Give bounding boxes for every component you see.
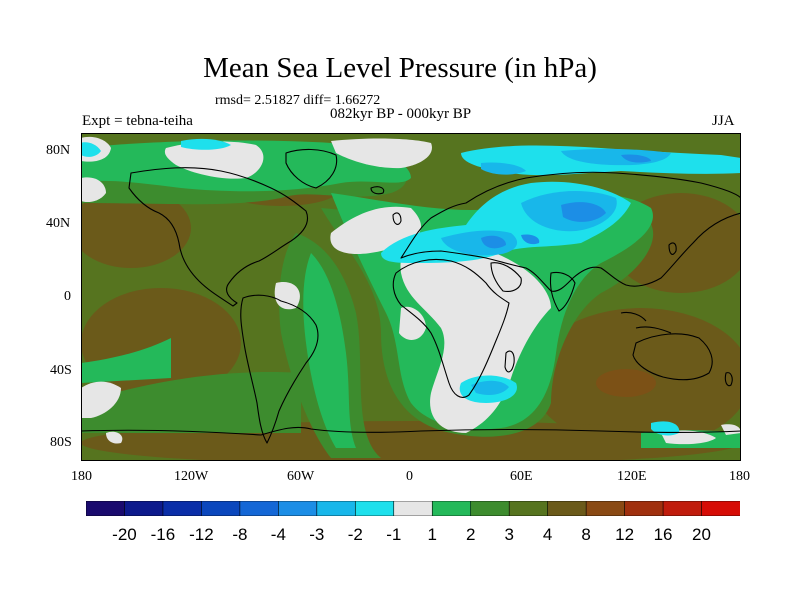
coastlines (81, 148, 741, 444)
colorbar-swatch (624, 500, 664, 517)
colorbar-label: -8 (232, 525, 248, 544)
lat-tick-40n: 40N (46, 216, 71, 231)
colorbar-swatch (239, 500, 280, 517)
map-frame (81, 133, 741, 461)
colorbar-label: 16 (653, 525, 673, 544)
colorbar-swatch (547, 500, 587, 517)
lat-tick-40s: 40S (50, 363, 72, 378)
lat-tick-0: 0 (64, 289, 71, 304)
colorbar-label: 2 (465, 525, 476, 544)
lon-tick-60e: 60E (510, 469, 533, 484)
colorbar-label: 1 (427, 525, 437, 544)
colorbar-label: 20 (692, 525, 711, 544)
colorbar-swatch (585, 500, 626, 517)
lat-tick-80s: 80S (50, 435, 72, 450)
colorbar-swatch (354, 500, 395, 517)
colorbar-label: -16 (150, 525, 176, 544)
colorbar-swatch (201, 500, 241, 517)
colorbar-label: -1 (386, 525, 402, 544)
lon-tick-120w: 120W (174, 469, 209, 484)
colorbar-label: 12 (615, 525, 635, 544)
colorbar-swatch (431, 500, 472, 517)
lon-tick-60w: 60W (287, 469, 315, 484)
colorbar-swatches (85, 500, 741, 517)
season-label: JJA (712, 113, 735, 129)
colorbar: -20 -16 -12 -8 -4 -3 -2 -1 1 2 3 4 8 12 16 20 (85, 500, 741, 551)
colorbar-label: -20 (112, 525, 137, 544)
lon-tick-120e: 120E (617, 469, 647, 484)
colorbar-swatch (124, 500, 164, 517)
colorbar-swatch (162, 500, 203, 517)
colorbar-swatch (316, 500, 357, 517)
colorbar-label: 3 (504, 525, 514, 544)
colorbar-swatch (508, 500, 549, 517)
rmsd-diff-stats: rmsd= 2.51827 diff= 1.66272 (215, 93, 381, 108)
colorbar-swatch (470, 500, 510, 517)
colorbar-label: 8 (581, 525, 591, 544)
lat-tick-80n: 80N (46, 143, 71, 158)
colorbar-label: -12 (189, 525, 214, 544)
colorbar-label: 4 (542, 525, 553, 544)
colorbar-swatch (278, 500, 318, 517)
lon-tick-180w: 180 (71, 469, 92, 484)
period-label: 082kyr BP - 000kyr BP (330, 106, 472, 122)
colorbar-swatch (701, 500, 741, 517)
colorbar-label: -3 (309, 525, 325, 544)
map-title: Mean Sea Level Pressure (in hPa) (203, 52, 597, 84)
lon-tick-180e: 180 (729, 469, 750, 484)
pressure-map (81, 133, 741, 461)
colorbar-swatch (85, 500, 126, 517)
colorbar-swatch (662, 500, 703, 517)
lon-tick-0: 0 (406, 469, 413, 484)
colorbar-label: -4 (270, 525, 286, 544)
colorbar-label: -2 (347, 525, 363, 544)
experiment-label: Expt = tebna-teiha (82, 113, 193, 129)
colorbar-swatch (393, 500, 434, 517)
